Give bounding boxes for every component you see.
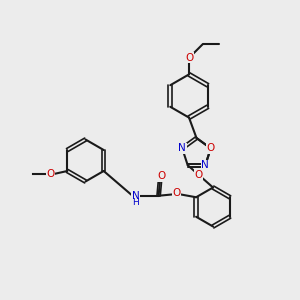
Text: O: O	[195, 170, 203, 180]
Text: O: O	[47, 169, 55, 179]
Text: O: O	[207, 143, 215, 153]
Text: O: O	[158, 171, 166, 181]
Text: O: O	[185, 53, 193, 63]
Text: O: O	[172, 188, 181, 198]
Text: N: N	[178, 143, 186, 153]
Text: H: H	[132, 198, 139, 207]
Text: N: N	[201, 160, 209, 170]
Text: N: N	[132, 191, 140, 201]
